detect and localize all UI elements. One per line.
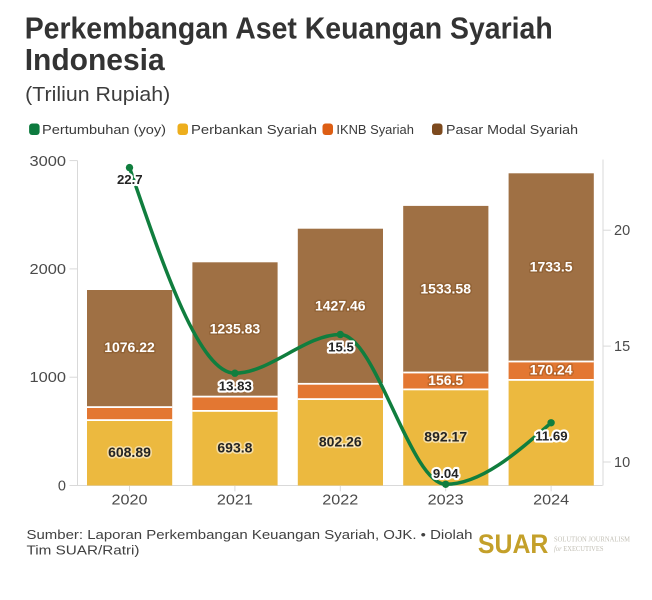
svg-text:Pasar Modal Syariah: Pasar Modal Syariah xyxy=(446,122,578,137)
svg-text:2022: 2022 xyxy=(322,492,358,508)
svg-text:SUAR: SUAR xyxy=(478,528,549,559)
svg-text:1733.5: 1733.5 xyxy=(530,259,573,275)
svg-text:156.5: 156.5 xyxy=(428,372,463,388)
svg-text:1000: 1000 xyxy=(30,370,67,386)
svg-text:608.89: 608.89 xyxy=(108,444,151,460)
svg-text:Tim SUAR/Ratri): Tim SUAR/Ratri) xyxy=(27,543,140,558)
svg-text:Sumber: Laporan Perkembangan K: Sumber: Laporan Perkembangan Keuangan Sy… xyxy=(27,527,473,542)
svg-text:1235.83: 1235.83 xyxy=(210,321,261,337)
svg-text:2021: 2021 xyxy=(217,492,253,508)
svg-text:693.8: 693.8 xyxy=(217,440,252,456)
svg-text:1533.58: 1533.58 xyxy=(420,281,471,297)
svg-text:10: 10 xyxy=(614,455,630,471)
svg-text:22.7: 22.7 xyxy=(117,172,143,187)
svg-text:1427.46: 1427.46 xyxy=(315,298,366,314)
svg-text:0: 0 xyxy=(58,479,66,495)
svg-text:Indonesia: Indonesia xyxy=(25,43,166,77)
svg-text:Pertumbuhan (yoy): Pertumbuhan (yoy) xyxy=(42,122,166,137)
svg-text:2023: 2023 xyxy=(428,492,464,508)
svg-text:IKNB Syariah: IKNB Syariah xyxy=(336,122,414,137)
svg-text:2020: 2020 xyxy=(112,492,148,508)
svg-text:892.17: 892.17 xyxy=(424,429,467,445)
svg-text:15: 15 xyxy=(614,339,630,355)
svg-text:11.69: 11.69 xyxy=(535,428,567,443)
svg-text:2000: 2000 xyxy=(30,262,67,278)
svg-text:13.83: 13.83 xyxy=(219,378,252,393)
svg-text:15.5: 15.5 xyxy=(328,340,354,355)
svg-text:170.24: 170.24 xyxy=(530,362,573,378)
svg-text:Perkembangan Aset Keuangan Sya: Perkembangan Aset Keuangan Syariah xyxy=(25,12,553,46)
svg-text:20: 20 xyxy=(614,223,630,239)
svg-text:2024: 2024 xyxy=(533,492,569,508)
svg-text:(Triliun Rupiah): (Triliun Rupiah) xyxy=(25,83,170,106)
svg-text:1076.22: 1076.22 xyxy=(104,339,155,355)
svg-text:802.26: 802.26 xyxy=(319,434,362,450)
svg-text:3000: 3000 xyxy=(30,154,67,170)
svg-text:SOLUTION JOURNALISM: SOLUTION JOURNALISM xyxy=(554,535,630,544)
svg-text:9.04: 9.04 xyxy=(433,466,459,481)
svg-text:Perbankan Syariah: Perbankan Syariah xyxy=(191,122,317,137)
svg-text:for EXECUTIVES: for EXECUTIVES xyxy=(554,544,604,553)
